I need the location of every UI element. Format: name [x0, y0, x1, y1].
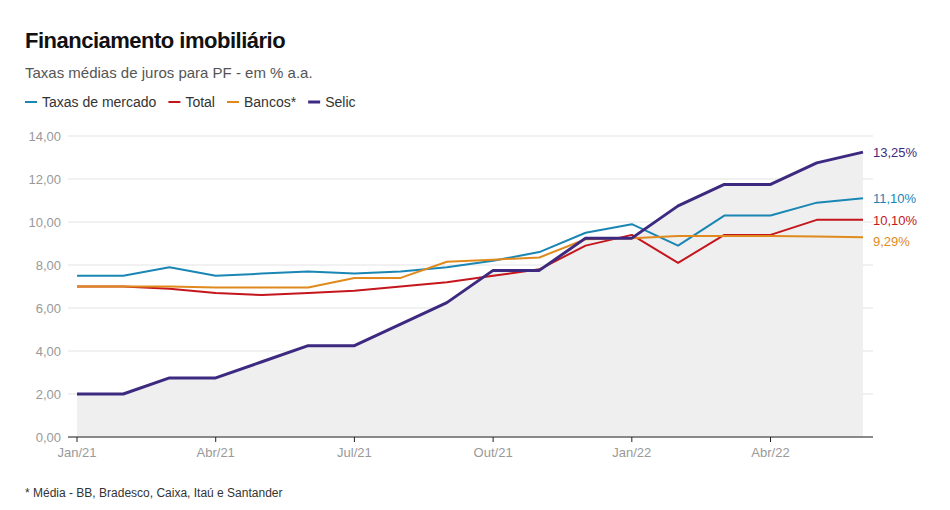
x-tick	[631, 437, 632, 442]
grid-line	[68, 437, 873, 438]
legend-label: Bancos*	[244, 94, 297, 110]
x-axis: Jan/21 Abr/21 Jul/21 Out/21 Jan/22 Abr/22	[57, 437, 873, 460]
legend-swatch	[227, 101, 239, 103]
y-tick-label: 8,00	[36, 258, 61, 273]
y-tick-label: 6,00	[36, 301, 61, 316]
legend-label: Taxas de mercado	[42, 94, 157, 110]
x-tick-label: Out/21	[474, 445, 513, 460]
legend-swatch	[25, 101, 37, 103]
y-tick-label: 12,00	[28, 172, 61, 187]
legend-label: Selic	[325, 94, 355, 110]
data-label: 11,10%	[873, 191, 917, 206]
x-tick	[770, 437, 771, 442]
chart: Financiamento imobiliário Taxas médias de…	[0, 0, 950, 510]
legend: Taxas de mercado Total Bancos* Selic	[25, 94, 356, 110]
x-tick-label: Abr/21	[197, 445, 235, 460]
note: * Média - BB, Bradesco, Caixa, Itaú e Sa…	[25, 486, 282, 500]
area	[77, 152, 863, 437]
x-axis-line	[68, 437, 873, 438]
x-tick-label: Jan/21	[57, 445, 96, 460]
x-tick-label: Abr/22	[751, 445, 789, 460]
line	[77, 236, 863, 288]
title: Financiamento imobiliário	[25, 28, 285, 53]
legend-swatch	[168, 101, 180, 103]
grid-line	[68, 136, 873, 137]
grid-line	[68, 179, 873, 180]
y-tick-label: 0,00	[36, 430, 61, 445]
x-tick	[354, 437, 355, 442]
plot-area	[77, 152, 863, 437]
data-labels: 13,25% 11,10% 10,10% 9,29%	[873, 145, 918, 249]
y-axis: 0,00 2,00 4,00 6,00 8,00 10,00 12,00 14,00	[28, 129, 873, 445]
y-tick-label: 14,00	[28, 129, 61, 144]
data-label: 9,29%	[873, 234, 910, 249]
x-tick-label: Jan/22	[612, 445, 651, 460]
y-tick-label: 10,00	[28, 215, 61, 230]
x-tick	[77, 437, 78, 442]
x-tick	[215, 437, 216, 442]
line	[77, 198, 863, 275]
y-tick-label: 4,00	[36, 344, 61, 359]
y-tick-label: 2,00	[36, 387, 61, 402]
legend-label: Total	[185, 94, 215, 110]
line	[77, 220, 863, 295]
data-label: 13,25%	[873, 145, 918, 160]
data-label: 10,10%	[873, 213, 918, 228]
x-tick	[493, 437, 494, 442]
legend-swatch	[308, 101, 320, 104]
line	[77, 152, 863, 394]
subtitle: Taxas médias de juros para PF - em % a.a…	[25, 64, 313, 81]
x-tick-label: Jul/21	[337, 445, 372, 460]
